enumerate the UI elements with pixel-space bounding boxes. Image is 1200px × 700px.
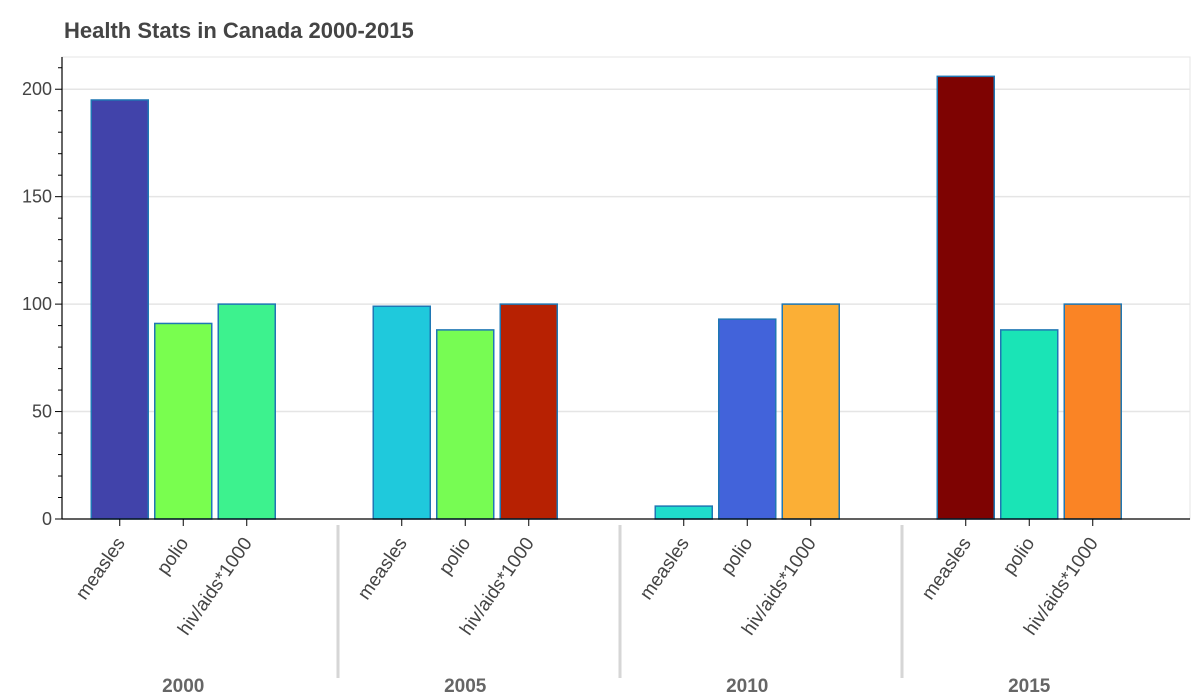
category-label: measles [72, 534, 130, 604]
bar [436, 329, 495, 520]
bar [936, 75, 995, 520]
category-label: polio [153, 534, 193, 579]
category-label: polio [435, 534, 475, 579]
category-label: polio [717, 534, 757, 579]
group-label: 2015 [1008, 676, 1051, 697]
bar [1000, 329, 1059, 520]
y-tick-label: 0 [42, 509, 52, 529]
bar [1063, 303, 1122, 520]
y-tick-label: 50 [32, 402, 52, 422]
bar [781, 303, 840, 520]
y-tick-label: 150 [22, 187, 52, 207]
bar [499, 303, 558, 520]
group-label: 2010 [726, 676, 768, 697]
group-label: 2000 [162, 676, 204, 697]
bar [154, 322, 213, 520]
category-label: measles [354, 534, 412, 604]
category-label: measles [918, 534, 976, 604]
bar [718, 318, 777, 520]
y-tick-label: 200 [22, 79, 52, 99]
bars [90, 75, 1122, 520]
y-tick-label: 100 [22, 294, 52, 314]
bar [217, 303, 276, 520]
group-label: 2005 [444, 676, 487, 697]
bar [372, 305, 431, 520]
axes [55, 57, 1190, 678]
category-label: polio [999, 534, 1039, 579]
bar [90, 99, 149, 520]
category-label: measles [636, 534, 694, 604]
bar [654, 505, 713, 520]
chart-title: Health Stats in Canada 2000-2015 [64, 18, 414, 43]
